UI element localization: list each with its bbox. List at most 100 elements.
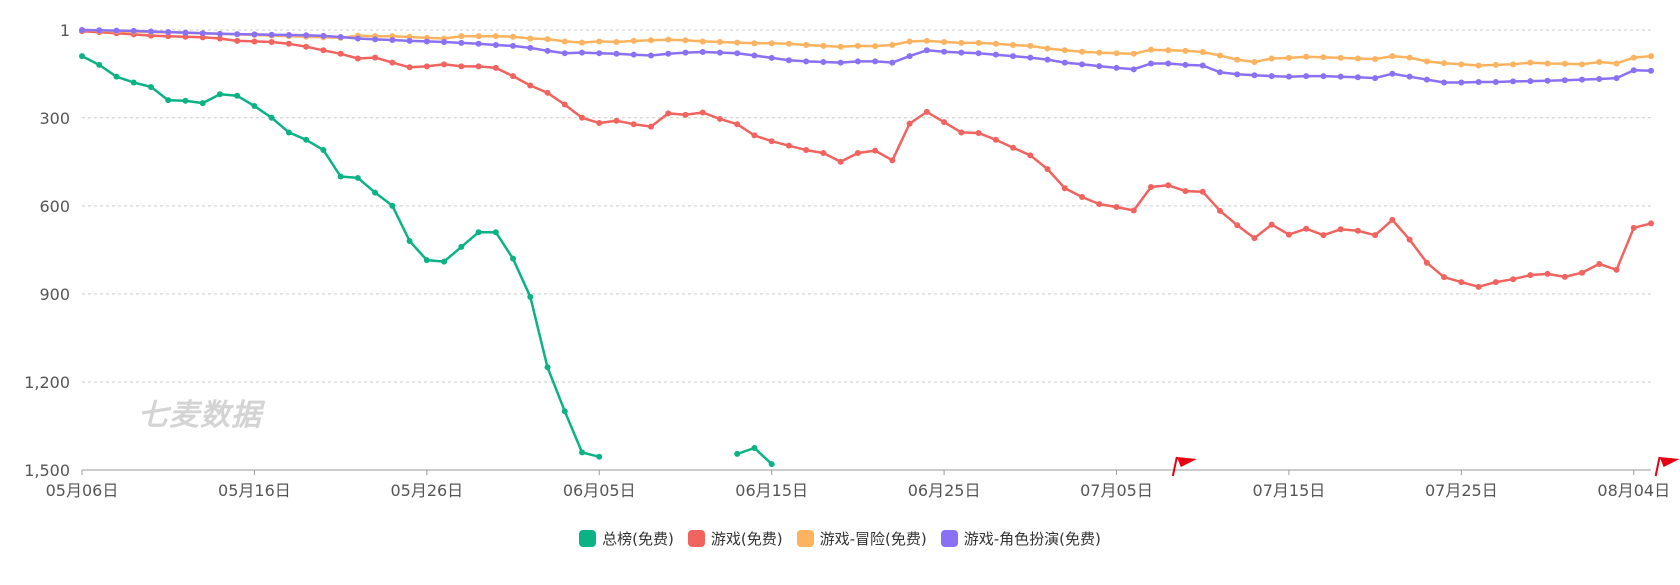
data-point-adventure	[1406, 54, 1413, 61]
data-point-total	[96, 61, 103, 68]
data-point-game	[1648, 220, 1654, 227]
data-point-adventure	[1199, 49, 1206, 56]
data-point-adventure	[475, 33, 482, 40]
data-point-total	[768, 461, 775, 468]
legend: 总榜(免费) 游戏(免费) 游戏-冒险(免费) 游戏-角色扮演(免费)	[0, 528, 1680, 549]
data-point-rpg	[216, 30, 223, 37]
data-point-game	[1406, 236, 1413, 243]
data-point-total	[303, 136, 310, 143]
data-point-adventure	[1096, 49, 1103, 56]
data-point-rpg	[647, 52, 654, 59]
legend-swatch-adventure	[796, 530, 814, 547]
data-point-game	[1544, 270, 1551, 277]
data-point-adventure	[630, 37, 637, 44]
data-point-rpg	[941, 48, 948, 55]
data-point-adventure	[665, 36, 672, 43]
legend-swatch-total	[579, 530, 597, 547]
data-point-rpg	[1285, 73, 1292, 80]
legend-item-game[interactable]: 游戏(免费)	[687, 528, 783, 549]
data-point-rpg	[320, 32, 327, 39]
data-point-rpg	[613, 50, 620, 57]
data-point-game	[1337, 226, 1344, 233]
legend-item-total[interactable]: 总榜(免费)	[579, 528, 674, 549]
data-point-total	[234, 92, 241, 99]
data-point-rpg	[1544, 77, 1551, 84]
data-point-game	[1165, 182, 1172, 189]
data-point-rpg	[803, 58, 810, 65]
data-point-rpg	[251, 31, 258, 38]
data-point-game	[492, 64, 499, 71]
data-point-rpg	[1165, 60, 1172, 67]
data-point-rpg	[1096, 63, 1103, 70]
data-point-game	[423, 63, 430, 70]
data-point-rpg	[544, 47, 551, 54]
data-point-game	[958, 129, 965, 136]
x-tick-label: 07月05日	[1080, 481, 1153, 500]
data-point-rpg	[837, 59, 844, 66]
data-point-adventure	[1010, 41, 1017, 48]
data-point-total	[492, 229, 499, 236]
data-point-total	[441, 258, 448, 265]
data-point-adventure	[492, 33, 499, 40]
series-line-game	[81, 29, 1652, 289]
data-point-adventure	[1234, 56, 1241, 63]
data-point-rpg	[1303, 73, 1310, 80]
data-point-adventure	[1423, 58, 1430, 65]
data-point-adventure	[1648, 53, 1654, 60]
data-point-total	[579, 449, 586, 456]
data-point-rpg	[561, 50, 568, 57]
data-point-game	[1130, 207, 1137, 214]
data-point-rpg	[1044, 56, 1051, 63]
watermark: 七麦数据	[138, 398, 262, 433]
legend-swatch-rpg	[940, 530, 958, 547]
data-point-game	[1061, 185, 1068, 192]
data-point-rpg	[1458, 79, 1465, 86]
data-point-adventure	[1630, 54, 1637, 61]
legend-item-rpg[interactable]: 游戏-角色扮演(免费)	[940, 528, 1101, 549]
data-point-rpg	[1113, 64, 1120, 71]
data-point-game	[1268, 221, 1275, 228]
data-point-adventure	[941, 39, 948, 46]
data-point-total	[147, 83, 154, 90]
data-point-adventure	[734, 39, 741, 46]
data-point-game	[441, 61, 448, 68]
data-point-game	[475, 63, 482, 70]
data-point-total	[337, 173, 344, 180]
data-point-adventure	[1475, 62, 1482, 69]
y-tick-label: 1	[60, 21, 70, 40]
data-point-rpg	[1579, 76, 1586, 83]
data-point-game	[354, 55, 361, 62]
data-point-total	[130, 79, 137, 86]
data-point-adventure	[1337, 54, 1344, 61]
data-point-adventure	[1268, 55, 1275, 62]
data-point-rpg	[1234, 71, 1241, 78]
data-point-game	[1096, 201, 1103, 208]
data-point-adventure	[854, 42, 861, 49]
data-point-total	[79, 53, 85, 60]
data-point-adventure	[1216, 52, 1223, 59]
data-point-adventure	[1182, 47, 1189, 54]
data-point-game	[1630, 224, 1637, 231]
data-point-rpg	[1079, 61, 1086, 68]
data-point-rpg	[1613, 75, 1620, 82]
data-point-total	[406, 238, 413, 245]
data-point-game	[406, 64, 413, 71]
data-point-adventure	[1441, 60, 1448, 67]
data-point-adventure	[751, 40, 758, 47]
data-point-game	[1182, 188, 1189, 195]
data-point-adventure	[1027, 42, 1034, 49]
data-point-game	[803, 147, 810, 154]
data-point-game	[527, 82, 534, 89]
data-point-rpg	[1320, 73, 1327, 80]
data-point-rpg	[1268, 73, 1275, 80]
data-point-game	[889, 157, 896, 164]
data-point-adventure	[1251, 58, 1258, 65]
data-point-game	[854, 149, 861, 156]
data-point-total	[751, 444, 758, 451]
data-point-rpg	[854, 58, 861, 65]
legend-item-adventure[interactable]: 游戏-冒险(免费)	[796, 528, 927, 549]
data-point-total	[251, 103, 258, 110]
data-point-adventure	[579, 39, 586, 46]
data-point-rpg	[923, 47, 930, 54]
data-point-total	[182, 97, 189, 104]
